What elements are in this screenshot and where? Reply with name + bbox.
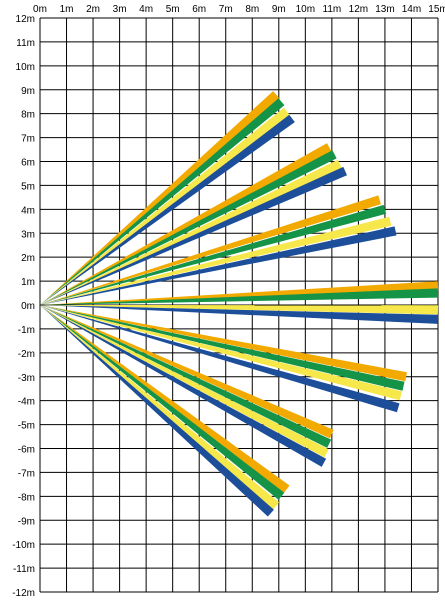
- x-axis-label: 10m: [296, 4, 315, 15]
- beam-1-green-band: [40, 98, 285, 305]
- beam-3: [40, 195, 397, 305]
- y-axis-label: 9m: [21, 86, 35, 97]
- y-axis-label: -2m: [18, 349, 35, 360]
- y-axis-label: 3m: [21, 229, 35, 240]
- y-axis-label: -10m: [12, 540, 35, 551]
- beam-6-green-band: [40, 305, 332, 448]
- x-axis-label: 9m: [272, 4, 286, 15]
- y-axis-label: 2m: [21, 253, 35, 264]
- detection-beams: [40, 91, 439, 517]
- y-axis-label: -1m: [18, 325, 35, 336]
- beam-2-orange-band: [40, 143, 332, 305]
- beam-1-orange-band: [40, 91, 280, 305]
- beam-2-green-band: [40, 150, 337, 305]
- beam-5-orange-band: [40, 305, 407, 382]
- beam-2-blue-band: [40, 166, 347, 305]
- beam-4-blue-band: [40, 305, 439, 324]
- x-axis-label: 11m: [323, 4, 342, 15]
- x-axis-labels: 0m 1m 2m 3m 4m 5m 6m 7m 8m 9m 10m 11m 12m 13m 14m 15m: [33, 4, 445, 15]
- x-axis-label: 6m: [192, 4, 206, 15]
- beam-5: [40, 305, 407, 413]
- x-axis-label: 12m: [349, 4, 368, 15]
- y-axis-labels: 12m 11m 10m 9m 8m 7m 6m 5m 4m 3m 2m 1m 0m -1m -2m -3m -4…: [12, 14, 35, 599]
- beam-7-blue-band: [40, 305, 274, 517]
- beam-3-orange-band: [40, 195, 381, 305]
- x-axis-label: 4m: [139, 4, 153, 15]
- beam-2-yellow-band: [40, 159, 342, 305]
- y-axis-label: -8m: [18, 492, 35, 503]
- x-axis-label: 1m: [60, 4, 74, 15]
- x-axis-label: 5m: [166, 4, 180, 15]
- y-axis-label: 12m: [16, 14, 35, 25]
- beam-4-green-band: [40, 288, 439, 305]
- beam-6: [40, 305, 334, 467]
- y-axis-label: 7m: [21, 134, 35, 145]
- y-axis-label: -3m: [18, 373, 35, 384]
- y-axis-label: -9m: [18, 516, 35, 527]
- x-axis-label: 14m: [402, 4, 421, 15]
- beam-7: [40, 305, 290, 517]
- x-axis-label: 13m: [375, 4, 394, 15]
- y-axis-label: 11m: [16, 38, 35, 49]
- beam-3-green-band: [40, 204, 387, 305]
- beam-1-blue-band: [40, 114, 295, 305]
- beam-4-yellow-band: [40, 305, 439, 315]
- x-axis-label: 0m: [33, 4, 47, 15]
- y-axis-label: -12m: [12, 588, 35, 599]
- beam-6-orange-band: [40, 305, 334, 439]
- beam-1-yellow-band: [40, 107, 290, 305]
- y-axis-label: 0m: [21, 301, 35, 312]
- y-axis-label: 8m: [21, 110, 35, 121]
- beam-5-blue-band: [40, 305, 400, 413]
- beam-5-yellow-band: [40, 305, 402, 401]
- beam-4: [40, 281, 439, 324]
- y-axis-label: 5m: [21, 181, 35, 192]
- grid: [39, 17, 439, 593]
- x-axis-label: 7m: [219, 4, 233, 15]
- y-axis-label: -7m: [18, 468, 35, 479]
- beam-3-yellow-band: [40, 216, 392, 305]
- y-axis-label: -6m: [18, 445, 35, 456]
- x-axis-label: 3m: [113, 4, 127, 15]
- beam-7-yellow-band: [40, 305, 280, 510]
- beam-7-green-band: [40, 305, 285, 500]
- beam-2: [40, 143, 347, 305]
- y-axis-label: 4m: [21, 205, 35, 216]
- beam-3-blue-band: [40, 226, 397, 305]
- y-axis-label: 1m: [21, 277, 35, 288]
- beam-4-orange-band: [40, 281, 439, 305]
- beam-7-orange-band: [40, 305, 290, 493]
- beam-6-yellow-band: [40, 305, 329, 458]
- beam-1: [40, 91, 295, 305]
- x-axis-label: 8m: [245, 4, 259, 15]
- y-axis-label: -4m: [18, 397, 35, 408]
- y-axis-label: -5m: [18, 421, 35, 432]
- y-axis-label: 6m: [21, 158, 35, 169]
- x-axis-label: 15m: [428, 4, 445, 15]
- beam-5-green-band: [40, 305, 405, 391]
- y-axis-label: -11m: [13, 564, 35, 575]
- beam-6-blue-band: [40, 305, 327, 467]
- x-axis-label: 2m: [86, 4, 100, 15]
- y-axis-label: 10m: [16, 62, 35, 73]
